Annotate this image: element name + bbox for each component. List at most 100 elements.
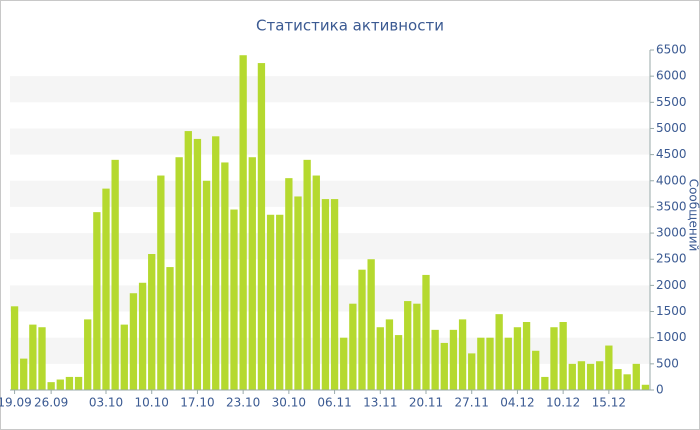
- bar: [477, 337, 485, 390]
- bar: [20, 358, 28, 390]
- y-tick-label: 500: [656, 356, 679, 370]
- chart-title: Статистика активности: [256, 17, 444, 35]
- x-tick-label: 04.12: [500, 396, 534, 410]
- bar: [138, 282, 147, 390]
- bar: [614, 369, 622, 390]
- bar: [449, 329, 458, 390]
- bar: [486, 337, 494, 390]
- bar: [303, 159, 311, 390]
- bar: [413, 303, 421, 390]
- bar: [102, 188, 110, 390]
- bar: [404, 301, 412, 390]
- x-tick-label: 13.11: [363, 396, 397, 410]
- x-tick-label: 19.09: [0, 396, 32, 410]
- bar: [166, 267, 174, 390]
- bar: [605, 345, 613, 390]
- bar: [532, 350, 540, 390]
- x-tick-label: 30.10: [272, 396, 306, 410]
- y-tick-label: 3000: [656, 226, 687, 240]
- bar: [586, 363, 595, 390]
- bar: [312, 175, 320, 390]
- bar: [577, 361, 586, 390]
- bar: [367, 259, 375, 390]
- bar: [184, 131, 192, 391]
- bar: [56, 379, 64, 390]
- x-tick-label: 23.10: [226, 396, 260, 410]
- x-tick-label: 03.10: [89, 396, 123, 410]
- y-tick-label: 3500: [656, 199, 687, 213]
- bar: [623, 374, 631, 390]
- y-tick-label: 2500: [656, 252, 687, 266]
- y-tick-label: 5500: [656, 95, 687, 109]
- bar: [193, 138, 202, 390]
- bar: [29, 324, 37, 390]
- y-tick-label: 6000: [656, 69, 687, 83]
- bar: [440, 342, 448, 390]
- bar: [504, 337, 512, 390]
- bar: [129, 293, 138, 390]
- bar: [93, 212, 101, 390]
- y-tick-label: 2000: [656, 278, 687, 292]
- y-tick-label: 6500: [656, 43, 687, 57]
- bar: [330, 199, 339, 390]
- grid-band: [10, 76, 650, 103]
- bar: [202, 180, 211, 390]
- bar: [230, 209, 238, 390]
- bar: [175, 157, 183, 390]
- bar: [74, 376, 83, 390]
- bar: [358, 269, 366, 390]
- bar: [285, 178, 293, 390]
- bar: [522, 322, 531, 390]
- bar: [65, 376, 74, 390]
- x-tick-label: 17.10: [180, 396, 214, 410]
- bar: [431, 329, 439, 390]
- x-tick-label: 06.11: [317, 396, 351, 410]
- bar: [212, 136, 220, 390]
- bar: [157, 175, 165, 390]
- x-tick-label: 26.09: [34, 396, 68, 410]
- bar: [321, 199, 330, 390]
- bar: [376, 327, 384, 390]
- bar: [422, 274, 430, 390]
- bar: [266, 214, 275, 390]
- bar: [550, 327, 558, 390]
- grid-band: [10, 128, 650, 155]
- y-tick-label: 4500: [656, 147, 687, 161]
- bar: [568, 363, 576, 390]
- bar: [10, 306, 19, 390]
- bar: [513, 327, 522, 390]
- bar: [385, 319, 394, 390]
- bar: [495, 314, 503, 390]
- bar: [111, 159, 119, 390]
- bar: [541, 376, 549, 390]
- bar: [349, 303, 357, 390]
- bar: [596, 361, 604, 390]
- bar: [559, 322, 567, 390]
- bar: [248, 157, 256, 390]
- bar: [340, 337, 348, 390]
- y-tick-label: 5000: [656, 121, 687, 135]
- y-tick-label: 1500: [656, 304, 687, 318]
- bar: [120, 324, 128, 390]
- x-tick-label: 10.12: [546, 396, 580, 410]
- bar: [257, 63, 266, 390]
- y-tick-label: 0: [656, 383, 664, 397]
- bar: [641, 384, 650, 390]
- bar: [468, 353, 476, 390]
- bar: [458, 319, 467, 390]
- bar: [84, 319, 92, 390]
- y-tick-label: 4000: [656, 173, 687, 187]
- bar: [47, 382, 55, 390]
- bar: [148, 254, 156, 390]
- x-tick-label: 27.11: [455, 396, 489, 410]
- bar: [294, 196, 302, 390]
- x-tick-label: 10.10: [135, 396, 169, 410]
- bar: [239, 55, 247, 390]
- y-tick-label: 1000: [656, 330, 687, 344]
- bar: [38, 327, 46, 390]
- x-tick-label: 20.11: [409, 396, 443, 410]
- bar: [394, 335, 403, 390]
- x-tick-label: 15.12: [592, 396, 626, 410]
- bar: [632, 363, 640, 390]
